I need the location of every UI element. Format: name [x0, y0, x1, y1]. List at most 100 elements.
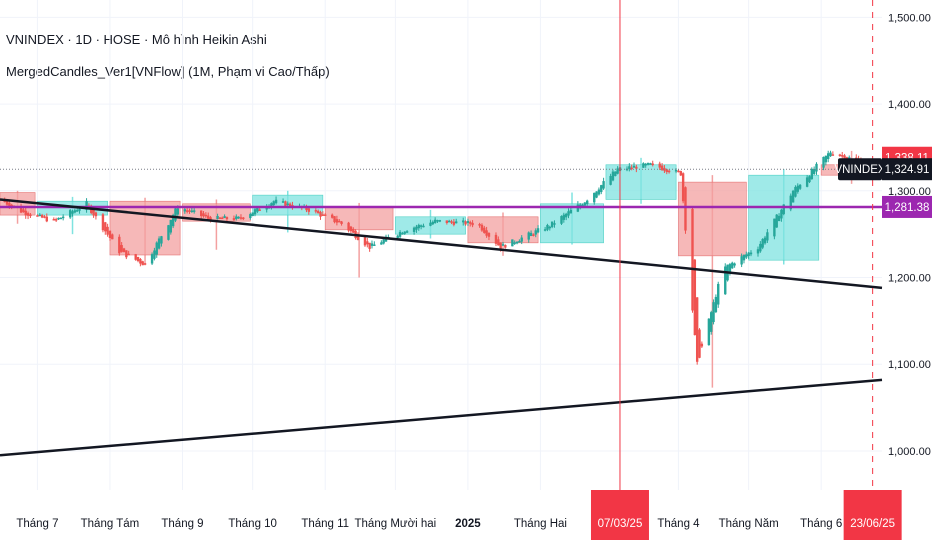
ha-candle	[398, 231, 402, 237]
ha-candle	[450, 221, 453, 223]
ha-candle	[553, 223, 556, 225]
ha-candle	[216, 215, 219, 220]
price-tag-label: 1,281.38	[885, 202, 930, 214]
ha-candle	[286, 203, 289, 206]
ha-candle	[560, 216, 563, 224]
ha-candle	[76, 210, 79, 212]
ha-candle	[841, 155, 844, 157]
ha-candle	[415, 226, 418, 230]
price-tag	[882, 195, 932, 218]
ha-candle	[209, 217, 212, 221]
ha-candle	[412, 227, 416, 232]
y-tick-label: 1,200.00	[888, 273, 931, 285]
ha-candle	[635, 166, 638, 169]
ha-candle	[777, 215, 781, 222]
ha-candle	[483, 227, 486, 233]
ha-candle	[321, 214, 325, 216]
ha-candle	[747, 252, 750, 256]
ha-candle	[242, 217, 245, 220]
ha-candle	[667, 170, 671, 173]
ha-candle	[155, 242, 158, 255]
ha-candle	[829, 152, 832, 157]
ha-candle	[677, 170, 680, 173]
ha-candle	[258, 209, 261, 211]
ha-candle	[174, 208, 177, 221]
ha-candle	[94, 212, 98, 217]
ha-candle	[8, 202, 11, 207]
ha-candle	[695, 297, 699, 362]
grid	[0, 0, 882, 490]
ha-candle	[616, 168, 619, 174]
ha-candle	[761, 239, 764, 248]
date-tag-label: 07/03/25	[598, 518, 643, 530]
ha-candle	[85, 201, 88, 210]
ha-candle	[593, 192, 596, 203]
y-tick-label: 1,300.00	[888, 186, 931, 198]
ha-candle	[808, 176, 811, 183]
ha-candle	[382, 239, 385, 244]
drawn-lines	[0, 0, 883, 490]
x-tick-label: Tháng Năm	[719, 518, 779, 530]
ha-candle	[26, 213, 30, 216]
ha-candle	[73, 210, 77, 213]
ha-candle	[691, 208, 694, 311]
ha-candle	[19, 206, 23, 213]
ha-candle	[663, 167, 666, 171]
ha-candle	[660, 165, 664, 171]
ha-candle	[288, 203, 292, 207]
ha-candle	[422, 225, 425, 228]
ha-candle	[333, 216, 336, 223]
ha-candle	[749, 252, 753, 255]
heikin-ashi-candles	[3, 150, 884, 365]
ha-candle	[595, 191, 598, 198]
ha-candle	[717, 283, 720, 305]
ha-candle	[714, 296, 718, 313]
ha-candle	[796, 185, 799, 192]
ha-candle	[520, 237, 523, 242]
ha-candle	[775, 214, 778, 228]
ha-candle	[569, 209, 573, 214]
ha-candle	[478, 224, 481, 226]
ha-candle	[438, 220, 442, 222]
ha-candle	[101, 214, 105, 231]
ha-candle	[122, 248, 126, 253]
ha-candle	[728, 264, 732, 273]
ha-candle	[433, 219, 437, 224]
ha-candle	[536, 228, 540, 233]
ha-candle	[614, 171, 617, 176]
monthly-box	[678, 181, 747, 257]
ha-candle	[171, 215, 175, 227]
ha-candle	[642, 163, 645, 168]
ha-candle	[546, 224, 549, 230]
ha-candle	[452, 221, 456, 225]
ha-candle	[766, 232, 769, 241]
ha-candle	[223, 216, 226, 218]
ha-candle	[625, 168, 629, 171]
ha-candle	[529, 232, 533, 237]
ha-candle	[805, 177, 809, 187]
x-tick-label: Tháng Hai	[514, 518, 567, 530]
ha-candle	[742, 254, 746, 261]
ha-candle	[68, 210, 72, 218]
legend-indicator: MergedCandles_Ver1[VNFlow] (1M, Phạm vi …	[6, 64, 330, 79]
ha-candle	[644, 163, 647, 166]
ha-candle	[380, 242, 383, 245]
ha-candle	[550, 221, 554, 228]
ha-candle	[447, 220, 451, 223]
y-tick-label: 1,500.00	[888, 12, 931, 24]
ha-candle	[511, 239, 514, 247]
x-tick-label: Tháng 11	[301, 518, 349, 530]
ha-candle	[759, 243, 762, 252]
ha-candle	[562, 214, 566, 220]
ha-candle	[143, 263, 147, 265]
ha-candle	[323, 214, 327, 216]
ha-candle	[38, 214, 41, 217]
x-tick-label: Tháng 10	[228, 518, 277, 530]
ha-candle	[611, 171, 615, 181]
ha-candle	[71, 211, 74, 214]
ha-candle	[693, 259, 697, 336]
ha-candle	[232, 218, 236, 220]
ha-candle	[581, 204, 584, 207]
ha-candle	[494, 234, 498, 244]
